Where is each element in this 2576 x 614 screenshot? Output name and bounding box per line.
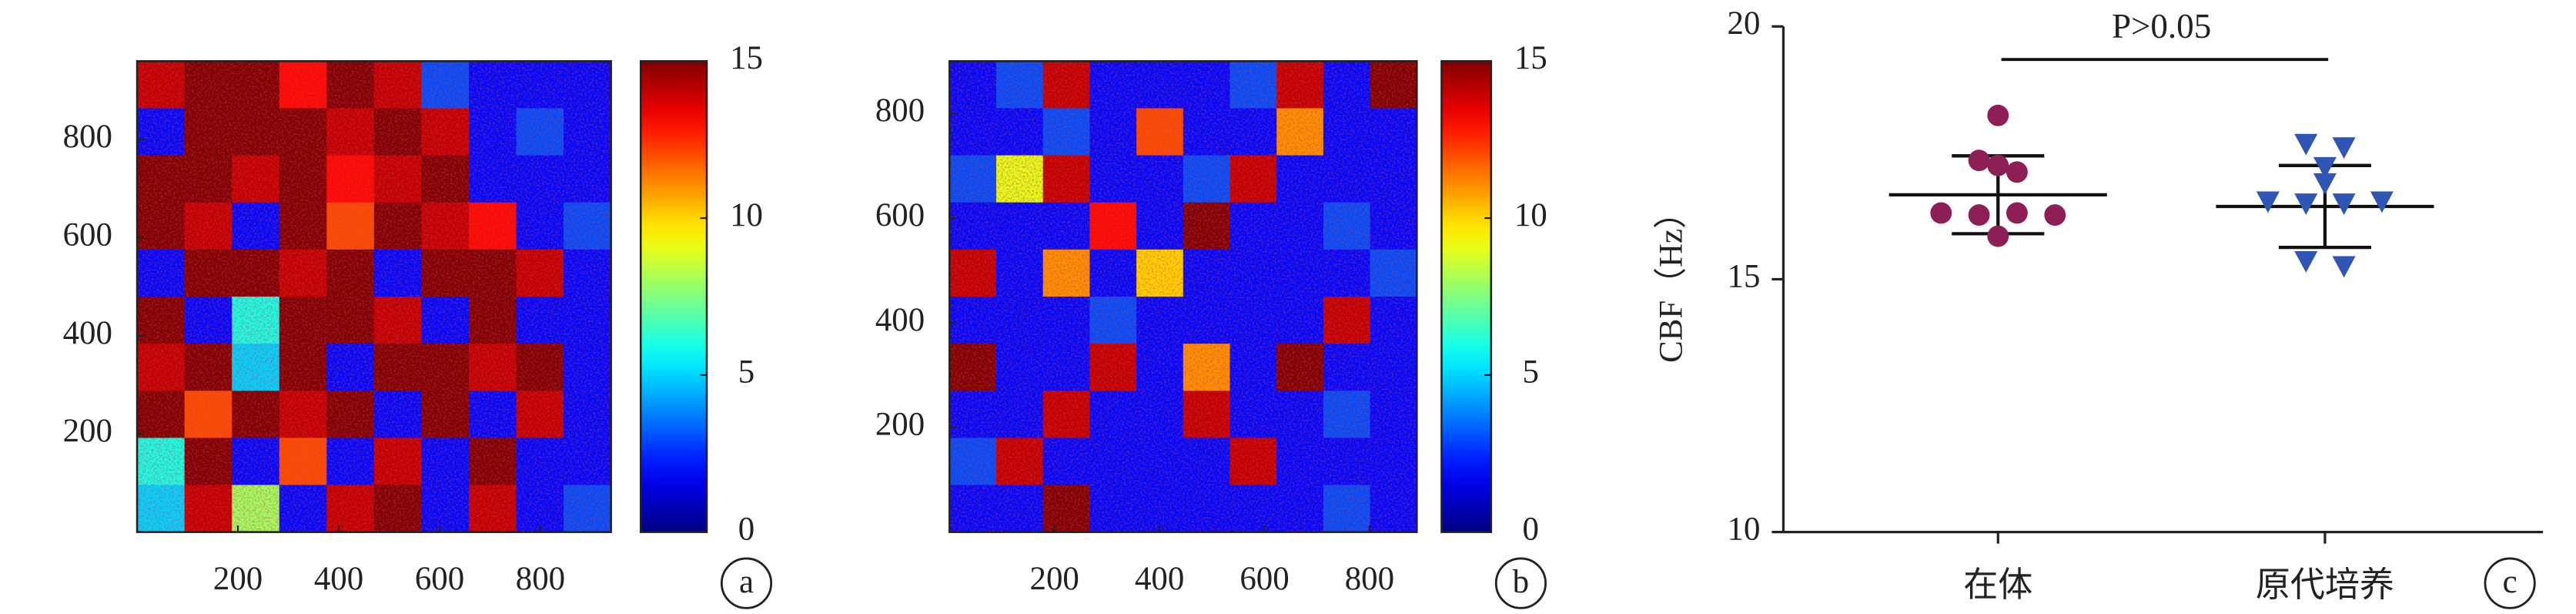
x-tick-label: 200 — [1030, 561, 1079, 597]
x-tick-label: 200 — [213, 561, 263, 597]
data-point — [2332, 256, 2356, 278]
y-tick-label: 15 — [1728, 258, 1761, 294]
y-tick-label: 200 — [875, 407, 925, 443]
plot-frame — [948, 60, 1418, 533]
colorbar-tick-label: 5 — [1523, 354, 1539, 391]
x-tick-label: 600 — [1239, 561, 1289, 597]
speckle-texture — [949, 61, 1417, 532]
data-point — [2256, 191, 2280, 213]
y-tick-label: 600 — [875, 197, 925, 233]
data-point — [2313, 156, 2337, 179]
y-tick-label: 10 — [1728, 511, 1761, 547]
panel-label-circle — [2484, 557, 2536, 609]
colorbar-tick-label: 0 — [1523, 511, 1539, 547]
panel-label: b — [1513, 564, 1529, 600]
data-point — [1968, 204, 1990, 226]
colorbar — [639, 60, 708, 533]
data-point — [2294, 133, 2318, 156]
data-point — [2370, 191, 2394, 213]
data-point — [2006, 202, 2028, 224]
x-tick-label: 400 — [314, 561, 363, 597]
plot-frame — [135, 60, 612, 533]
colorbar — [1440, 60, 1493, 533]
data-point — [2294, 250, 2318, 273]
speckle-texture — [137, 61, 611, 532]
panel-label: c — [2503, 564, 2517, 600]
colorbar-tick-label: 10 — [1514, 197, 1547, 233]
y-tick-label: 400 — [875, 302, 925, 338]
colorbar-tick-label: 15 — [1514, 40, 1547, 76]
data-point — [2332, 193, 2356, 216]
x-tick-label: 在体 — [1963, 565, 2032, 604]
y-tick-label: 800 — [875, 92, 925, 129]
y-tick-label: 800 — [63, 119, 112, 155]
x-tick-label: 800 — [1345, 561, 1394, 597]
colorbar-tick-label: 5 — [738, 354, 754, 391]
data-point — [2006, 161, 2028, 183]
annotation: P>0.05 — [2112, 7, 2211, 45]
x-tick-label: 400 — [1135, 561, 1184, 597]
data-point — [2313, 173, 2337, 195]
panel-label-circle — [720, 557, 773, 609]
colorbar-tick-label: 0 — [738, 511, 754, 547]
data-point — [1987, 104, 2009, 126]
y-tick-label: 400 — [63, 315, 112, 351]
data-point — [1987, 225, 2009, 247]
panel-label-circle — [1494, 557, 1547, 609]
data-point — [1987, 154, 2009, 176]
data-point — [2294, 193, 2318, 216]
colorbar-tick-label: 15 — [730, 40, 763, 76]
y-axis-label: CBF（Hz） — [1654, 196, 1690, 363]
y-tick-label: 20 — [1728, 5, 1761, 42]
colorbar-tick-label: 10 — [730, 197, 763, 233]
y-tick-label: 600 — [63, 216, 112, 253]
data-point — [2332, 137, 2356, 159]
x-tick-label: 原代培养 — [2256, 565, 2394, 604]
data-point — [1968, 149, 1990, 172]
data-point — [1930, 202, 1952, 224]
y-tick-label: 200 — [63, 413, 112, 449]
panel-label: a — [739, 564, 754, 600]
data-point — [2044, 204, 2066, 226]
x-tick-label: 600 — [415, 561, 464, 597]
x-tick-label: 800 — [516, 561, 565, 597]
